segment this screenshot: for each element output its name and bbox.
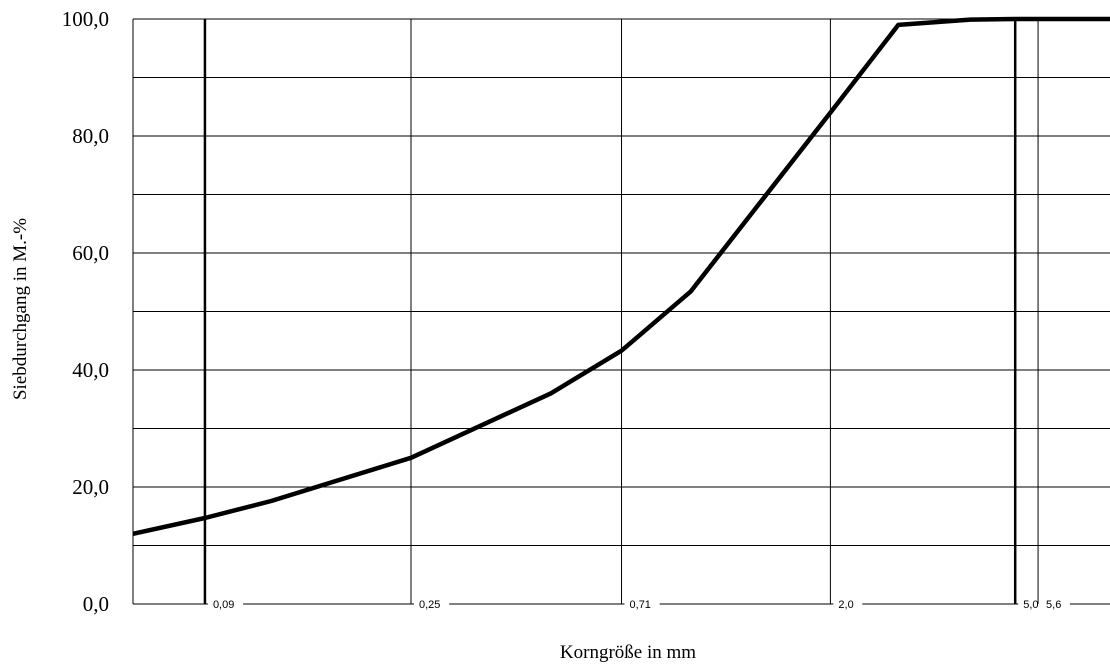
x-tick-labels: 0,09 0,25 0,71 2,0 5,0 5,6: [133, 599, 1110, 611]
x-tick-label: 2,0: [838, 599, 853, 611]
y-tick-label: 20,0: [72, 475, 109, 499]
y-tick-labels: 0,0 20,0 40,0 60,0 80,0 100,0: [62, 7, 109, 616]
y-tick-label: 80,0: [72, 124, 109, 148]
series-layer: [132, 16, 1110, 536]
x-axis-title: Korngröße in mm: [560, 642, 696, 663]
sieve-curve-line: [132, 16, 1110, 536]
y-tick-label: 40,0: [72, 358, 109, 382]
y-axis-title: Siebdurchgang in M.-%: [10, 218, 31, 400]
x-tick-label: 5,6: [1046, 599, 1061, 611]
y-tick-label: 0,0: [83, 592, 109, 616]
x-tick-label: 0,09: [213, 599, 234, 611]
y-tick-label: 100,0: [62, 7, 109, 31]
grid: [132, 18, 1110, 604]
x-tick-label: 5,0: [1023, 599, 1038, 611]
x-tick-label: 0,71: [630, 599, 651, 611]
y-tick-label: 60,0: [72, 241, 109, 265]
x-tick-label: 0,25: [419, 599, 440, 611]
